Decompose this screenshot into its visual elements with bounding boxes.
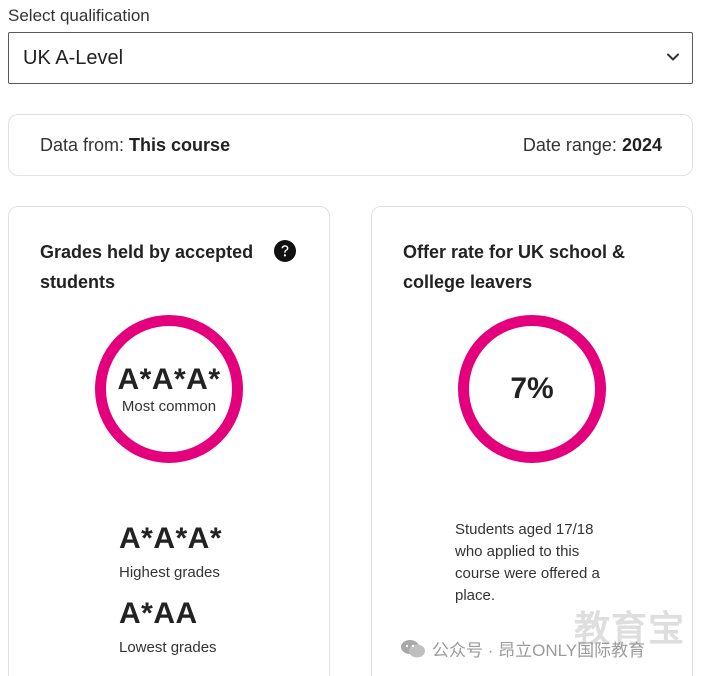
most-common-grade-ring: A*A*A* Most common [95,315,243,463]
offer-rate-card: Offer rate for UK school & college leave… [371,206,693,676]
watermark-logo-text: 教育宝 [574,608,686,649]
offer-rate-card-title: Offer rate for UK school & college leave… [403,242,626,292]
data-from-value: This course [129,134,231,155]
date-range-label: Date range: [522,134,617,155]
chevron-down-icon [667,53,679,61]
most-common-label: Most common [121,397,217,415]
watermark: 公众号 · 昂立ONLY国际教育 [400,636,645,661]
qualification-selected-value: UK A-Level [23,46,124,69]
most-common-grade: A*A*A* [117,362,221,396]
date-range-value: 2024 [621,134,662,155]
grades-card-title: Grades held by accepted students [40,242,254,292]
lowest-grade-label: Lowest grades [119,639,217,656]
help-icon[interactable] [274,240,296,262]
qualification-select[interactable]: UK A-Level [8,32,693,84]
data-from: Data from: This course [40,135,230,156]
highest-grade: A*A*A* [119,522,223,555]
offer-rate-value: 7% [510,372,554,405]
data-from-label: Data from: [40,134,125,155]
offer-rate-ring: 7% [458,315,606,463]
lowest-grade: A*AA [119,597,198,630]
qualification-label: Select qualification [8,6,150,25]
date-range: Date range: 2024 [523,135,662,156]
watermark-text: 公众号 · 昂立ONLY国际教育 [432,641,646,660]
offer-rate-description: Students aged 17/18 who applied to this … [455,521,600,604]
data-source-bar: Data from: This course Date range: 2024 [8,114,693,176]
grades-card: Grades held by accepted students A*A*A* … [8,206,330,676]
wechat-icon [401,639,425,657]
highest-grade-label: Highest grades [119,564,220,581]
